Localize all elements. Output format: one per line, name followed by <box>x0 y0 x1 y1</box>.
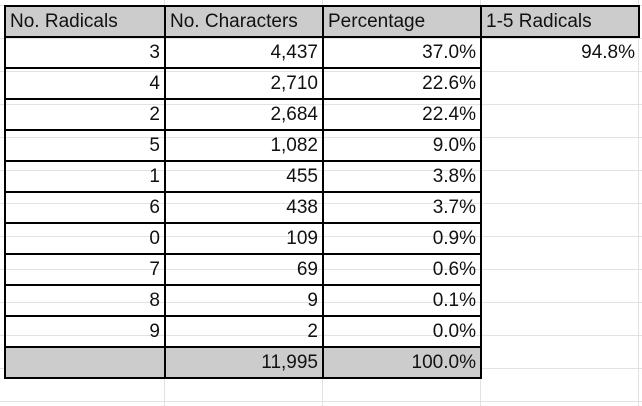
table-row: 7 69 0.6% <box>4 253 639 286</box>
table-row: 3 4,437 37.0% 94.8% <box>4 36 639 69</box>
table-row: 2 2,684 22.4% <box>4 98 639 131</box>
cell-radicals[interactable]: 5 <box>4 129 166 162</box>
table-row: 1 455 3.8% <box>4 160 639 193</box>
cell-radicals[interactable]: 9 <box>4 315 166 348</box>
cell-radicals[interactable]: 7 <box>4 253 166 286</box>
header-percentage[interactable]: Percentage <box>322 5 482 38</box>
table-row: 0 109 0.9% <box>4 222 639 255</box>
cell-1-5-radicals[interactable] <box>480 68 639 99</box>
header-no-characters[interactable]: No. Characters <box>164 5 324 38</box>
cell-characters[interactable]: 69 <box>164 253 324 286</box>
cell-percentage[interactable]: 3.8% <box>322 160 482 193</box>
header-row: No. Radicals No. Characters Percentage 1… <box>4 5 640 38</box>
cell-1-5-radicals[interactable] <box>480 161 639 192</box>
cell-1-5-radicals[interactable] <box>480 130 639 161</box>
cell-1-5-radicals[interactable] <box>480 316 639 347</box>
table-row: 6 438 3.7% <box>4 191 639 224</box>
table-row: 5 1,082 9.0% <box>4 129 639 162</box>
cell-percentage[interactable]: 37.0% <box>322 36 482 69</box>
table-row: 8 9 0.1% <box>4 284 639 317</box>
total-empty[interactable] <box>480 347 639 378</box>
cell-percentage[interactable]: 0.9% <box>322 222 482 255</box>
header-1-5-radicals[interactable]: 1-5 Radicals <box>480 5 640 38</box>
cell-1-5-radicals[interactable]: 94.8% <box>480 37 639 68</box>
total-percentage[interactable]: 100.0% <box>322 346 482 379</box>
total-radicals[interactable] <box>4 346 166 379</box>
cell-percentage[interactable]: 9.0% <box>322 129 482 162</box>
cell-1-5-radicals[interactable] <box>480 192 639 223</box>
cell-percentage[interactable]: 0.6% <box>322 253 482 286</box>
cell-radicals[interactable]: 3 <box>4 36 166 69</box>
cell-characters[interactable]: 109 <box>164 222 324 255</box>
cell-characters[interactable]: 2,684 <box>164 98 324 131</box>
radicals-table: No. Radicals No. Characters Percentage 1… <box>4 5 640 379</box>
cell-characters[interactable]: 438 <box>164 191 324 224</box>
cell-characters[interactable]: 1,082 <box>164 129 324 162</box>
cell-characters[interactable]: 9 <box>164 284 324 317</box>
cell-radicals[interactable]: 2 <box>4 98 166 131</box>
cell-1-5-radicals[interactable] <box>480 99 639 130</box>
cell-characters[interactable]: 2 <box>164 315 324 348</box>
total-characters[interactable]: 11,995 <box>164 346 324 379</box>
total-row: 11,995 100.0% <box>4 346 639 379</box>
cell-characters[interactable]: 455 <box>164 160 324 193</box>
cell-percentage[interactable]: 22.4% <box>322 98 482 131</box>
cell-characters[interactable]: 4,437 <box>164 36 324 69</box>
table-row: 9 2 0.0% <box>4 315 639 348</box>
header-no-radicals[interactable]: No. Radicals <box>4 5 166 38</box>
cell-radicals[interactable]: 6 <box>4 191 166 224</box>
cell-1-5-radicals[interactable] <box>480 285 639 316</box>
cell-percentage[interactable]: 3.7% <box>322 191 482 224</box>
cell-1-5-radicals[interactable] <box>480 254 639 285</box>
cell-1-5-radicals[interactable] <box>480 223 639 254</box>
table-row: 4 2,710 22.6% <box>4 67 639 100</box>
cell-radicals[interactable]: 4 <box>4 67 166 100</box>
cell-percentage[interactable]: 0.0% <box>322 315 482 348</box>
cell-radicals[interactable]: 1 <box>4 160 166 193</box>
cell-percentage[interactable]: 22.6% <box>322 67 482 100</box>
cell-percentage[interactable]: 0.1% <box>322 284 482 317</box>
cell-characters[interactable]: 2,710 <box>164 67 324 100</box>
cell-radicals[interactable]: 8 <box>4 284 166 317</box>
cell-radicals[interactable]: 0 <box>4 222 166 255</box>
